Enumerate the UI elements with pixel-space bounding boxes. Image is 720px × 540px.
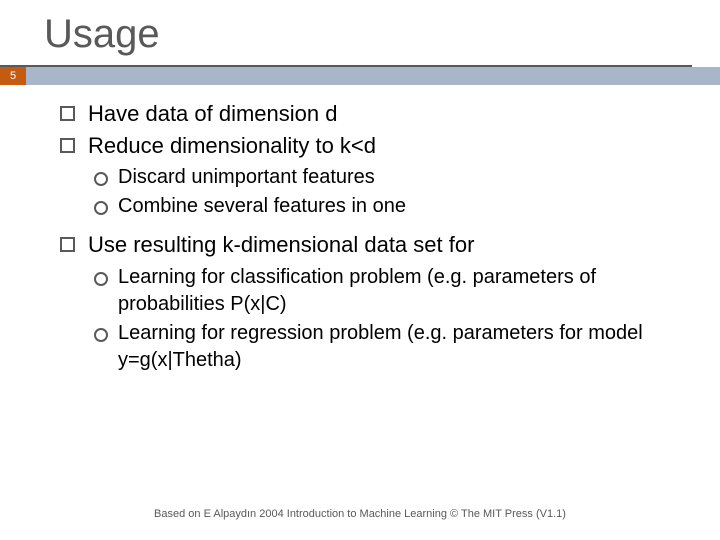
list-item-text: Combine several features in one bbox=[118, 195, 406, 217]
slide: Usage 5 Have data of dimension d Reduce … bbox=[0, 0, 720, 540]
list-item: Learning for classification problem (e.g… bbox=[94, 264, 676, 318]
list-item-text: Use resulting k-dimensional data set for bbox=[88, 232, 474, 257]
bullet-list: Have data of dimension d Reduce dimensio… bbox=[60, 99, 676, 374]
list-item-text: Discard unimportant features bbox=[118, 166, 375, 188]
list-item-text: Have data of dimension d bbox=[88, 101, 338, 126]
list-item: Use resulting k-dimensional data set for… bbox=[60, 230, 676, 374]
list-item-text: Learning for regression problem (e.g. pa… bbox=[118, 322, 643, 371]
header-bar-fill bbox=[26, 67, 720, 85]
sub-bullet-list: Discard unimportant features Combine sev… bbox=[94, 164, 676, 220]
footer-citation: Based on E Alpaydın 2004 Introduction to… bbox=[0, 508, 720, 520]
list-item-text: Reduce dimensionality to k<d bbox=[88, 133, 376, 158]
list-item: Combine several features in one bbox=[94, 193, 676, 220]
slide-title: Usage bbox=[0, 0, 692, 67]
slide-body: Have data of dimension d Reduce dimensio… bbox=[0, 85, 720, 374]
page-number-badge: 5 bbox=[0, 67, 26, 85]
header-bar: 5 bbox=[0, 67, 720, 85]
list-item: Have data of dimension d bbox=[60, 99, 676, 129]
list-item: Learning for regression problem (e.g. pa… bbox=[94, 320, 676, 374]
sub-bullet-list: Learning for classification problem (e.g… bbox=[94, 264, 676, 374]
list-item: Reduce dimensionality to k<d Discard uni… bbox=[60, 131, 676, 221]
list-item-text: Learning for classification problem (e.g… bbox=[118, 266, 596, 315]
list-item: Discard unimportant features bbox=[94, 164, 676, 191]
